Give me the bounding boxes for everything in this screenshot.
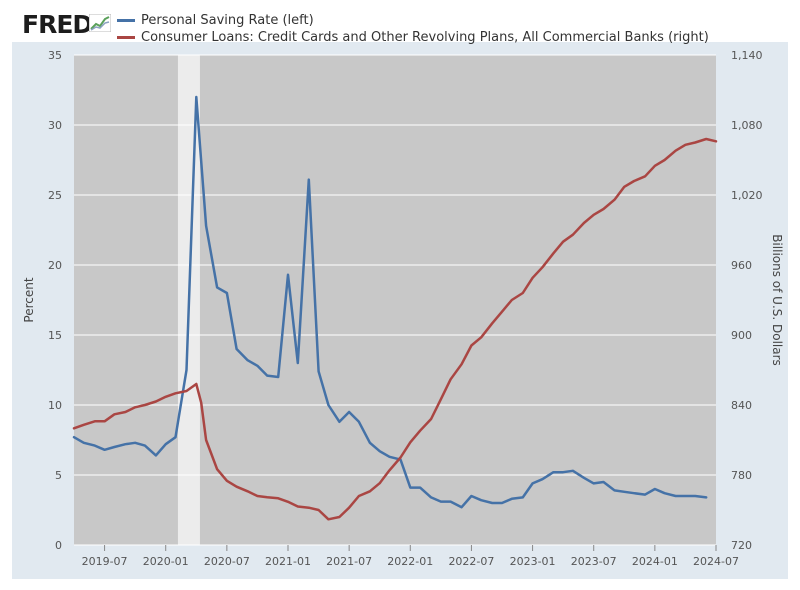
x-tick-label: 2021-07: [326, 555, 372, 568]
x-tick-label: 2020-07: [204, 555, 250, 568]
right-tick-label: 1,020: [731, 189, 763, 202]
x-tick-label: 2024-07: [693, 555, 739, 568]
right-tick-label: 960: [731, 259, 752, 272]
left-axis-ticks: 0 5 10 15 20 25 30 35: [48, 49, 62, 552]
right-axis-ticks: 720 780 840 900 960 1,020 1,080 1,140: [731, 49, 763, 552]
x-tick-label: 2024-01: [632, 555, 678, 568]
left-tick-label: 0: [55, 539, 62, 552]
x-tick-label: 2023-01: [510, 555, 556, 568]
legend-label-saving-rate: Personal Saving Rate (left): [141, 13, 314, 28]
left-tick-label: 30: [48, 119, 62, 132]
right-tick-label: 780: [731, 469, 752, 482]
left-tick-label: 25: [48, 189, 62, 202]
left-tick-label: 15: [48, 329, 62, 342]
right-tick-label: 840: [731, 399, 752, 412]
right-tick-label: 1,080: [731, 119, 763, 132]
x-tick-label: 2020-01: [143, 555, 189, 568]
legend-swatch-saving-rate: [117, 19, 135, 22]
x-tick-label: 2023-07: [571, 555, 617, 568]
plot-area: [74, 55, 716, 545]
series-line-saving-rate: [72, 95, 708, 509]
chart-legend: Personal Saving Rate (left) Consumer Loa…: [117, 12, 709, 46]
left-tick-label: 10: [48, 399, 62, 412]
gridlines: [74, 54, 716, 546]
fred-graph-icon: [89, 14, 111, 32]
left-tick-label: 20: [48, 259, 62, 272]
legend-item-consumer-loans[interactable]: Consumer Loans: Credit Cards and Other R…: [117, 29, 709, 46]
series-lines: [72, 95, 718, 521]
right-tick-label: 900: [731, 329, 752, 342]
x-tick-label: 2021-01: [265, 555, 311, 568]
legend-label-consumer-loans: Consumer Loans: Credit Cards and Other R…: [141, 30, 709, 45]
x-tick-label: 2019-07: [82, 555, 128, 568]
left-axis-label: Percent: [22, 277, 36, 322]
fred-logo[interactable]: FRED: [22, 10, 93, 39]
x-tick-label: 2022-07: [448, 555, 494, 568]
left-tick-label: 35: [48, 49, 62, 62]
legend-swatch-consumer-loans: [117, 36, 135, 39]
x-tick-label: 2022-01: [387, 555, 433, 568]
series-line-consumer-loans: [72, 137, 718, 521]
legend-item-saving-rate[interactable]: Personal Saving Rate (left): [117, 12, 709, 29]
right-tick-label: 720: [731, 539, 752, 552]
x-axis-ticks: 2019-07 2020-01 2020-07 2021-01 2021-07 2022-…: [82, 545, 739, 568]
right-axis-label: Billions of U.S. Dollars: [770, 234, 784, 366]
left-tick-label: 5: [55, 469, 62, 482]
right-tick-label: 1,140: [731, 49, 763, 62]
